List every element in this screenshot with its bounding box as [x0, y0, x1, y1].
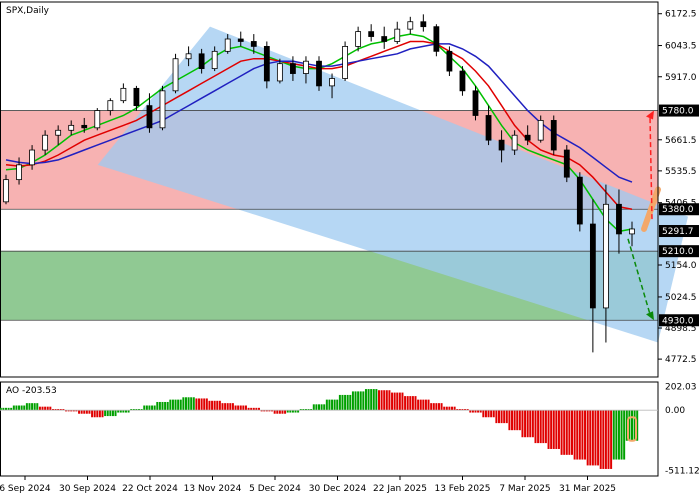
oscillator-title: AO -203.53 [6, 386, 57, 396]
candle-body [186, 54, 191, 59]
candle-body [303, 61, 308, 73]
candle [421, 14, 426, 31]
y-axis-tick-label: 6043.5 [665, 42, 697, 52]
price-label-text: 5291.7 [662, 227, 694, 237]
ao-y-tick-label: -511.12 [665, 466, 700, 476]
price-label-text: 5380.0 [662, 205, 694, 215]
candle-body [551, 120, 556, 150]
ao-y-tick-label: 0.00 [665, 406, 685, 416]
candle-body [330, 78, 335, 85]
price-label-text: 5210.0 [662, 247, 694, 257]
candle [473, 86, 478, 121]
y-axis-tick-label: 4772.5 [665, 355, 697, 365]
candle [577, 172, 582, 231]
candle-body [108, 101, 113, 111]
x-axis-tick-label: 5 Dec 2024 [249, 484, 301, 494]
candle-body [538, 120, 543, 140]
candle-body [69, 125, 74, 130]
candle-body [56, 130, 61, 135]
candle-body [525, 135, 530, 140]
chart-title: SPX,Daily [6, 6, 50, 16]
x-axis-tick-label: 6 Sep 2024 [0, 484, 51, 494]
candle-body [616, 204, 621, 234]
candle-body [277, 64, 282, 81]
candle [264, 41, 269, 88]
candle [160, 86, 165, 130]
candle [369, 24, 374, 41]
candle-body [317, 61, 322, 86]
candle [95, 108, 100, 130]
candle-body [447, 51, 452, 71]
candle-body [251, 41, 256, 46]
candle [343, 41, 348, 80]
candle-body [395, 29, 400, 41]
candle-body [4, 180, 9, 202]
candle-body [173, 59, 178, 91]
x-axis-tick-label: 22 Oct 2024 [122, 484, 178, 494]
candle-body [486, 115, 491, 140]
candle-body [238, 39, 243, 41]
y-axis-tick-label: 5024.5 [665, 293, 697, 303]
x-axis-tick-label: 30 Sep 2024 [59, 484, 116, 494]
candle [317, 56, 322, 91]
candle-body [356, 32, 361, 47]
candle [434, 24, 439, 56]
candle-body [460, 71, 465, 91]
candle-body [577, 177, 582, 224]
candle-body [147, 106, 152, 128]
x-axis-tick-label: 13 Nov 2024 [184, 484, 242, 494]
candle-body [30, 150, 35, 165]
candle-body [17, 165, 22, 180]
candle [551, 115, 556, 154]
y-axis-tick-label: 5154.0 [665, 261, 697, 271]
x-axis-tick-label: 22 Jan 2025 [373, 484, 427, 494]
candle-body [199, 54, 204, 69]
candle-body [264, 46, 269, 81]
candle-body [408, 22, 413, 29]
candle-body [212, 51, 217, 68]
awesome-oscillator-panel: 6 Sep 2024 30 Sep 2024 22 Oct 2024 13 Nov 2… [0, 382, 700, 494]
candle-body [82, 125, 87, 127]
candle [121, 83, 126, 103]
candle-body [564, 150, 569, 177]
candle [408, 17, 413, 34]
candle-body [134, 88, 139, 105]
x-axis-tick-label: 13 Feb 2025 [434, 484, 490, 494]
candle-body [499, 140, 504, 150]
candle-body [421, 22, 426, 27]
y-axis-tick-label: 5661.5 [665, 136, 697, 146]
candle [382, 27, 387, 49]
candle-body [95, 111, 100, 128]
candle [173, 54, 178, 93]
candle [395, 22, 400, 44]
candle-body [225, 39, 230, 51]
x-axis-tick-label: 30 Dec 2024 [309, 484, 367, 494]
candle-body [630, 229, 635, 234]
price-label-text: 4930.0 [662, 316, 694, 326]
price-panel: 6172.56043.55917.05661.55535.55406.55154… [0, 2, 699, 377]
candle-body [382, 37, 387, 42]
price-label-text: 5780.0 [662, 107, 694, 117]
candle [564, 145, 569, 182]
candle-body [290, 64, 295, 74]
x-axis-tick-label: 7 Mar 2025 [499, 484, 550, 494]
candle-body [590, 224, 595, 308]
candle-body [43, 135, 48, 150]
candle-body [512, 135, 517, 150]
candle-body [343, 46, 348, 78]
candle-body [369, 32, 374, 37]
candle-body [160, 91, 165, 128]
candle-body [121, 88, 126, 100]
y-axis-tick-label: 5917.0 [665, 73, 697, 83]
y-axis-tick-label: 6172.5 [665, 10, 697, 20]
candle-body [473, 91, 478, 116]
x-axis-tick-label: 31 Mar 2025 [559, 484, 616, 494]
candle-body [434, 27, 439, 52]
candle-body [603, 204, 608, 308]
y-axis-tick-label: 5535.5 [665, 167, 697, 177]
ao-y-tick-label: 202.03 [665, 382, 697, 392]
